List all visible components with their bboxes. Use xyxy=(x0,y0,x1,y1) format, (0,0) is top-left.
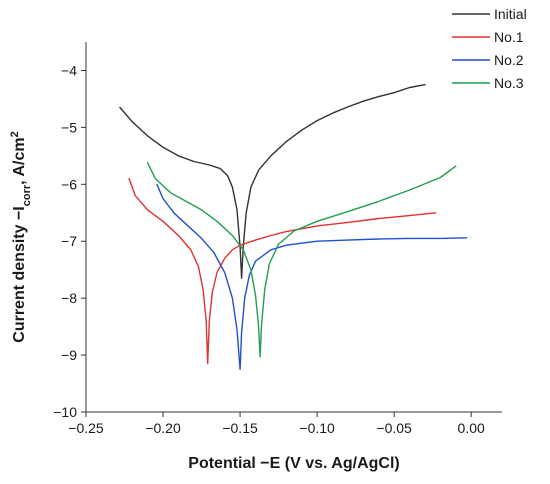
x-axis-title: Potential −E (V vs. Ag/AgCl) xyxy=(188,455,399,472)
legend-label: No.3 xyxy=(494,75,524,91)
x-tick-label: −0.25 xyxy=(68,420,104,436)
series-line-initial xyxy=(119,84,426,279)
x-tick-label: 0.00 xyxy=(458,420,485,436)
y-tick-label: −10 xyxy=(53,404,77,420)
y-axis-title-subscript: corr xyxy=(21,184,33,206)
legend-label: No.2 xyxy=(494,52,524,68)
x-ticks: −0.25 −0.20 −0.15 −0.10 −0.05 0.00 xyxy=(68,412,485,436)
x-tick-label: −0.05 xyxy=(376,420,412,436)
y-tick-label: −7 xyxy=(61,233,77,249)
series-line-no3 xyxy=(146,162,457,358)
legend: Initial No.1 No.2 No.3 xyxy=(452,6,527,91)
y-ticks: −10 −9 −8 −7 −6 −5 −4 xyxy=(53,62,86,420)
y-tick-label: −6 xyxy=(61,176,77,192)
y-tick-label: −8 xyxy=(61,290,77,306)
legend-label: No.1 xyxy=(494,29,524,45)
x-tick-label: −0.20 xyxy=(145,420,181,436)
legend-label: Initial xyxy=(494,6,527,22)
x-tick-label: −0.15 xyxy=(222,420,258,436)
x-tick-label: −0.10 xyxy=(299,420,335,436)
series-line-no1 xyxy=(128,177,437,365)
y-axis-title: Current density −Icorr, A/cm2 xyxy=(9,131,33,342)
y-tick-label: −5 xyxy=(61,119,77,135)
y-axis-title-unit: , A/cm xyxy=(11,137,28,184)
y-axis-title-superscript: 2 xyxy=(9,131,21,137)
y-axis-title-main: Current density −I xyxy=(11,206,28,342)
y-tick-label: −4 xyxy=(61,62,77,78)
series xyxy=(119,84,468,370)
series-line-no2 xyxy=(156,183,468,370)
axes xyxy=(85,42,502,413)
y-tick-label: −9 xyxy=(61,347,77,363)
